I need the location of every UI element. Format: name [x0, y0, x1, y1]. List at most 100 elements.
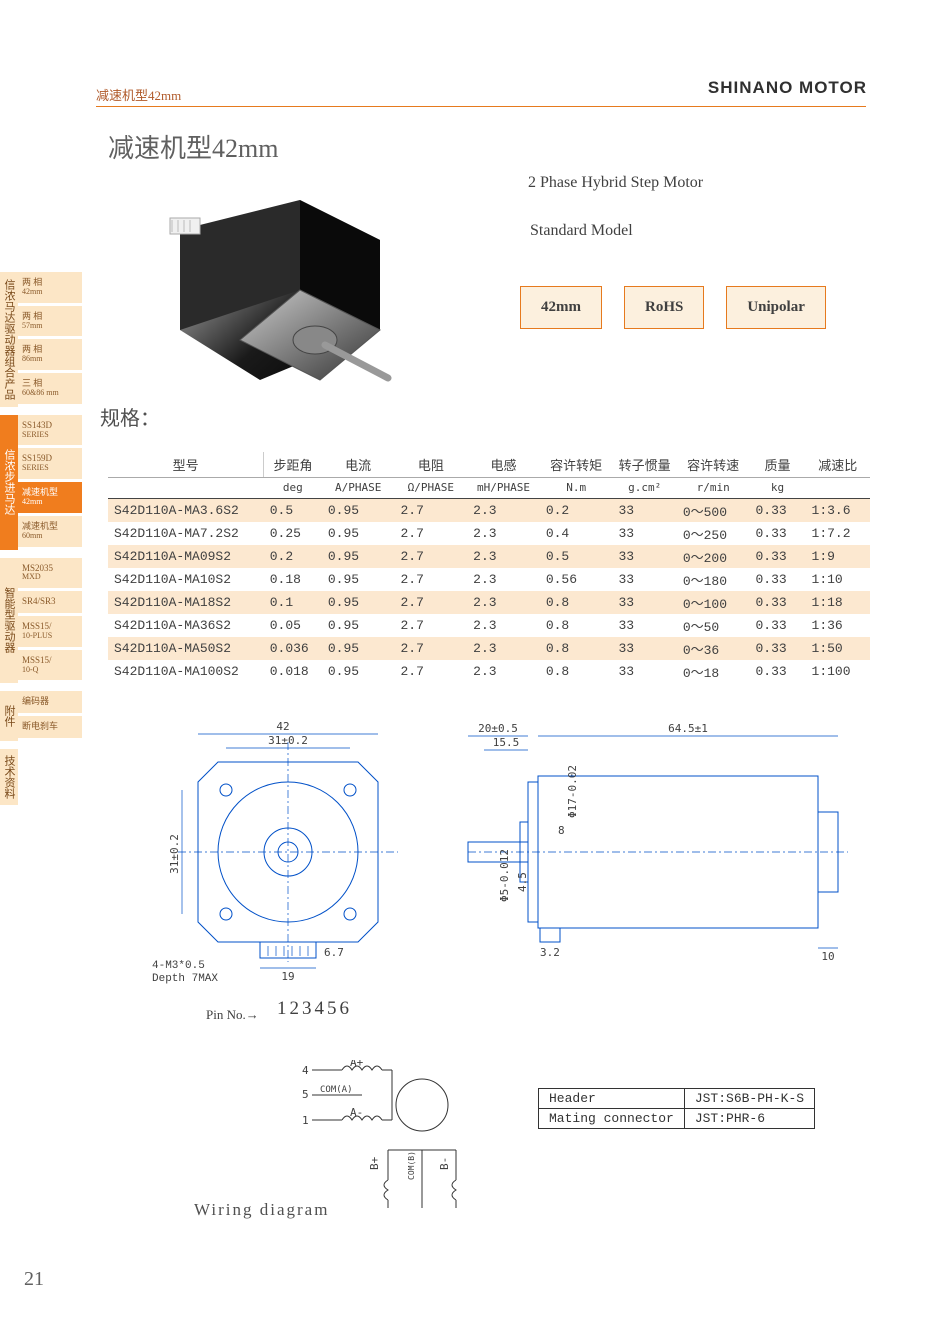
sidebar-nav: 信浓马达驱动器组合产品两 相42mm两 相57mm两 相86mm三 相60&86…: [0, 272, 82, 813]
spec-value-cell: 33: [612, 637, 676, 660]
motor-illustration: [140, 180, 418, 412]
spec-model-cell: S42D110A-MA50S2: [108, 637, 264, 660]
table-row: S42D110A-MA09S20.20.952.72.30.5330～2000.…: [108, 545, 870, 568]
spec-value-cell: 1:50: [806, 637, 870, 660]
spec-col-unit: g.cm²: [612, 478, 676, 499]
sidebar-item[interactable]: 两 相57mm: [18, 306, 82, 337]
sidebar-section-label[interactable]: 技术资料: [0, 749, 18, 805]
spec-value-cell: 33: [612, 660, 676, 683]
spec-value-cell: 2.3: [467, 637, 540, 660]
sidebar-item[interactable]: MSS15/10-Q: [18, 650, 82, 681]
spec-header-row-1: 型号步距角电流电阻电感容许转矩转子惯量容许转速质量减速比: [108, 452, 870, 478]
spec-col-header: 电感: [467, 452, 540, 478]
table-row: S42D110A-MA100S20.0180.952.72.30.8330～18…: [108, 660, 870, 683]
spec-value-cell: 0.95: [322, 545, 395, 568]
sidebar-item[interactable]: MSS15/10-PLUS: [18, 616, 82, 647]
table-row: S42D110A-MA50S20.0360.952.72.30.8330～360…: [108, 637, 870, 660]
spec-value-cell: 0.05: [264, 614, 322, 637]
spec-value-cell: 0.2: [540, 499, 613, 523]
spec-value-cell: 0.18: [264, 568, 322, 591]
spec-col-unit: [108, 478, 264, 499]
svg-text:64.5±1: 64.5±1: [668, 722, 708, 735]
page-title: 减速机型42mm: [108, 128, 278, 165]
spec-model-cell: S42D110A-MA18S2: [108, 591, 264, 614]
sidebar-item[interactable]: 断电刹车: [18, 716, 82, 738]
sidebar-section-label[interactable]: 智能型驱动器: [0, 558, 18, 684]
spec-value-cell: 0～36: [677, 637, 750, 660]
svg-text:Φ5-0.012: Φ5-0.012: [498, 849, 511, 902]
spec-value-cell: 2.7: [395, 545, 468, 568]
spec-value-cell: 0.33: [749, 568, 805, 591]
svg-text:6.7: 6.7: [324, 946, 344, 959]
sidebar-item[interactable]: SS159DSERIES: [18, 448, 82, 479]
sidebar-section-label[interactable]: 信浓马达驱动器组合产品: [0, 272, 18, 407]
svg-text:31±0.2: 31±0.2: [268, 734, 308, 747]
conn-mating-value: JST:PHR-6: [684, 1109, 814, 1129]
spec-value-cell: 2.7: [395, 660, 468, 683]
connector-table: Header JST:S6B-PH-K-S Mating connector J…: [538, 1088, 815, 1129]
sidebar-item[interactable]: MS2035MXD: [18, 558, 82, 589]
sidebar-section: 信浓马达驱动器组合产品两 相42mm两 相57mm两 相86mm三 相60&86…: [0, 272, 82, 407]
svg-text:COM(A): COM(A): [320, 1085, 353, 1095]
spec-value-cell: 0.8: [540, 660, 613, 683]
spec-value-cell: 0.95: [322, 614, 395, 637]
page-number: 21: [24, 1268, 44, 1291]
spec-value-cell: 0～250: [677, 522, 750, 545]
conn-mating-label: Mating connector: [539, 1109, 685, 1129]
sidebar-item[interactable]: 三 相60&86 mm: [18, 373, 82, 404]
spec-value-cell: 0.95: [322, 499, 395, 523]
spec-value-cell: 0.95: [322, 660, 395, 683]
spec-value-cell: 0.8: [540, 614, 613, 637]
sidebar-item[interactable]: SS143DSERIES: [18, 415, 82, 446]
spec-col-header: 容许转矩: [540, 452, 613, 478]
spec-value-cell: 0.4: [540, 522, 613, 545]
svg-text:19: 19: [281, 970, 294, 983]
spec-value-cell: 33: [612, 545, 676, 568]
spec-value-cell: 0～100: [677, 591, 750, 614]
sidebar-item[interactable]: 减速机型42mm: [18, 482, 82, 513]
wiring-label: Wiring diagram: [194, 1200, 329, 1220]
spec-value-cell: 33: [612, 591, 676, 614]
spec-value-cell: 2.3: [467, 614, 540, 637]
specs-heading: 规格：: [100, 402, 160, 431]
svg-text:Φ17-0.02: Φ17-0.02: [566, 765, 579, 818]
sidebar-section-label[interactable]: 信浓步进马达: [0, 415, 18, 550]
spec-value-cell: 0.95: [322, 568, 395, 591]
badge-row: 42mm RoHS Unipolar: [520, 286, 826, 329]
spec-value-cell: 0.8: [540, 637, 613, 660]
spec-col-unit: r/min: [677, 478, 750, 499]
sidebar-section: 智能型驱动器MS2035MXDSR4/SR3 MSS15/10-PLUSMSS15…: [0, 558, 82, 684]
table-row: Header JST:S6B-PH-K-S: [539, 1089, 815, 1109]
spec-col-unit: kg: [749, 478, 805, 499]
spec-value-cell: 2.7: [395, 637, 468, 660]
svg-text:3.2: 3.2: [540, 946, 560, 959]
badge-size: 42mm: [520, 286, 602, 329]
table-row: S42D110A-MA18S20.10.952.72.30.8330～1000.…: [108, 591, 870, 614]
sidebar-item[interactable]: SR4/SR3: [18, 591, 82, 613]
sidebar-section-label[interactable]: 附件: [0, 691, 18, 741]
spec-value-cell: 33: [612, 568, 676, 591]
spec-value-cell: 2.7: [395, 499, 468, 523]
sidebar-item[interactable]: 减速机型60mm: [18, 516, 82, 547]
sidebar-item[interactable]: 两 相42mm: [18, 272, 82, 303]
badge-unipolar: Unipolar: [726, 286, 826, 329]
spec-value-cell: 2.7: [395, 591, 468, 614]
table-row: S42D110A-MA7.2S20.250.952.72.30.4330～250…: [108, 522, 870, 545]
conn-header-value: JST:S6B-PH-K-S: [684, 1089, 814, 1109]
spec-value-cell: 0～500: [677, 499, 750, 523]
spec-col-unit: N.m: [540, 478, 613, 499]
spec-value-cell: 0.95: [322, 522, 395, 545]
sidebar-item[interactable]: 两 相86mm: [18, 339, 82, 370]
table-row: S42D110A-MA10S20.180.952.72.30.56330～180…: [108, 568, 870, 591]
spec-value-cell: 0.5: [540, 545, 613, 568]
spec-value-cell: 0～200: [677, 545, 750, 568]
spec-col-header: 电阻: [395, 452, 468, 478]
spec-value-cell: 0.33: [749, 660, 805, 683]
spec-col-header: 质量: [749, 452, 805, 478]
spec-value-cell: 1:100: [806, 660, 870, 683]
svg-text:10: 10: [821, 950, 834, 963]
sidebar-item[interactable]: 编码器: [18, 691, 82, 713]
thread-note: 4-M3*0.5 Depth 7MAX: [152, 960, 218, 986]
spec-value-cell: 1:18: [806, 591, 870, 614]
svg-text:4: 4: [302, 1064, 309, 1077]
